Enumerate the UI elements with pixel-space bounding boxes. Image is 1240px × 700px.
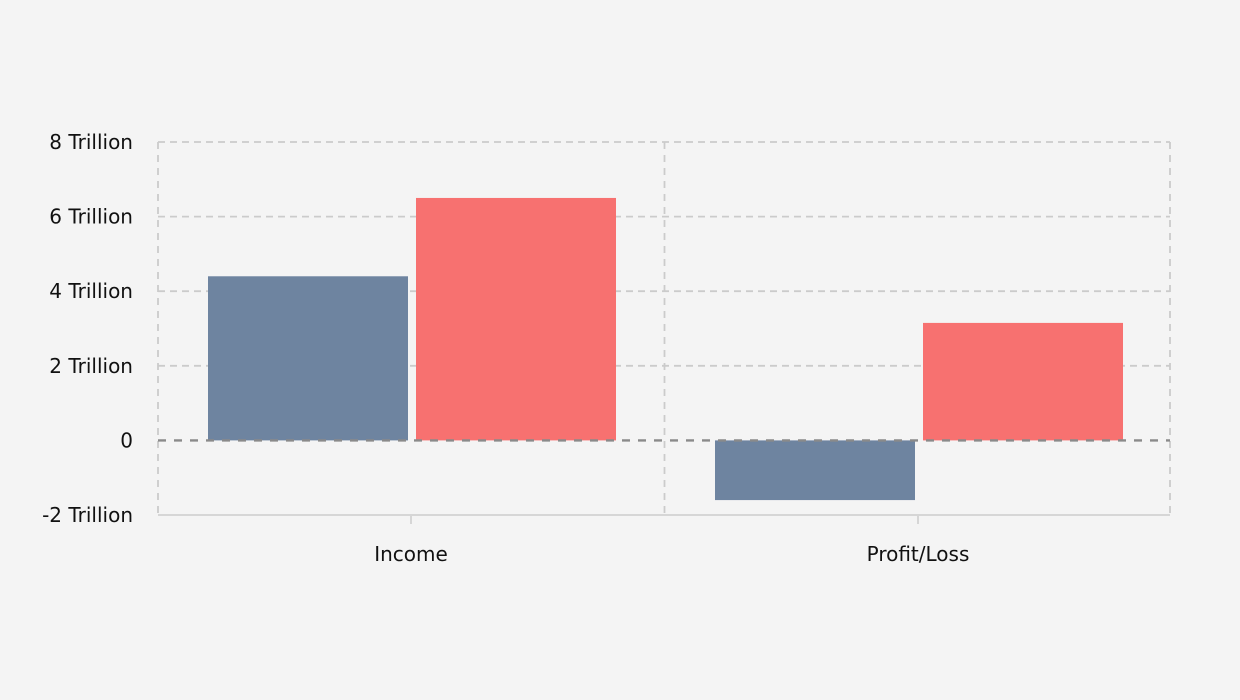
bar-red-series-2 bbox=[923, 322, 1123, 441]
x-category-label: Income bbox=[374, 542, 448, 566]
y-tick-label: 4 Trillion bbox=[49, 279, 133, 303]
y-tick-label: -2 Trillion bbox=[42, 503, 133, 527]
bar-blue-series-2 bbox=[715, 440, 915, 501]
bar-blue-series-1 bbox=[208, 276, 408, 441]
y-tick-label: 6 Trillion bbox=[49, 205, 133, 229]
y-tick-label: 8 Trillion bbox=[49, 130, 133, 154]
x-category-label: Profit/Loss bbox=[867, 542, 970, 566]
y-tick-label: 2 Trillion bbox=[49, 354, 133, 378]
bar-red-series-1 bbox=[416, 197, 616, 441]
y-tick-label: 0 bbox=[120, 428, 133, 452]
